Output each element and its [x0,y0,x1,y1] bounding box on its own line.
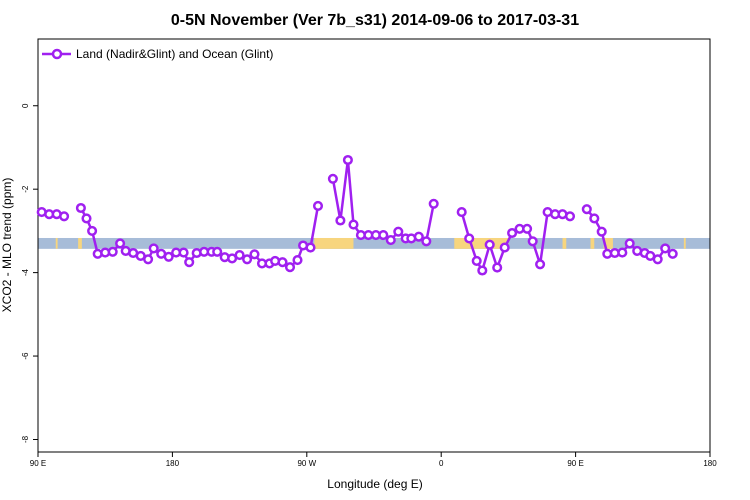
x-tick-label: 180 [703,459,717,468]
legend-marker-swatch [51,48,63,60]
data-point [378,230,389,241]
data-point [589,213,600,224]
data-point [624,238,635,249]
data-point [249,249,260,260]
data-point [471,255,482,266]
data-point [667,248,678,259]
data-point [456,207,467,218]
data-point [348,219,359,230]
data-point [581,204,592,215]
data-point [184,257,195,268]
data-point [212,246,223,257]
data-point [527,236,538,247]
data-point [617,247,628,258]
data-point [148,243,159,254]
data-point [499,242,510,253]
data-point [484,239,495,250]
land-band-segment [314,237,354,249]
legend-entry-label: Land (Nadir&Glint) and Ocean (Glint) [76,47,273,61]
data-point [327,173,338,184]
series-line [331,158,435,243]
x-tick-label: 180 [166,459,180,468]
data-point [305,242,316,253]
data-point [312,200,324,211]
land-band-segment [590,237,595,249]
land-band-segment [562,237,567,249]
data-point [652,254,663,265]
land-band-segment [78,237,82,249]
data-point [115,238,126,249]
data-point [87,225,98,236]
data-point [596,226,607,237]
plot-frame [37,38,711,453]
data-point [477,265,488,276]
y-axis: 0 -2 -4 -6 -8 [21,103,38,443]
data-point [107,246,118,257]
data-point [413,231,424,242]
data-point [234,250,245,261]
land-band-segment [683,237,686,249]
data-point [535,259,546,270]
data-point [393,226,404,237]
data-point [242,254,253,265]
data-point [385,235,396,246]
data-point [428,198,439,209]
data-point [163,251,174,262]
data-point [660,243,671,254]
data-point [143,254,154,265]
legend: Land (Nadir&Glint) and Ocean (Glint) [42,47,273,61]
y-axis-label: XCO2 - MLO trend (ppm) [0,178,14,313]
y-tick-label: -4 [21,269,30,277]
data-point [507,227,518,239]
data-point [292,255,303,266]
chart-title: 0-5N November (Ver 7b_s31) 2014-09-06 to… [171,12,579,29]
land-band-segment [603,237,613,249]
y-tick-label: 0 [21,103,30,108]
y-tick-label: -6 [21,352,30,360]
data-point [81,213,92,224]
data-point [335,215,346,226]
data-series [36,154,678,276]
data-point [464,233,475,244]
x-axis: 90 E 180 90 W 0 90 E 180 [30,452,717,468]
data-point [522,223,533,234]
x-axis-label: Longitude (deg E) [327,477,422,491]
y-tick-label: -8 [21,435,30,443]
data-point [284,262,296,273]
x-tick-label: 90 W [297,459,316,468]
data-point [492,262,503,273]
x-tick-label: 0 [439,459,444,468]
land-band-segment [454,237,509,249]
data-point [564,211,576,222]
data-point [75,202,86,214]
x-tick-label: 90 E [567,459,583,468]
x-tick-label: 90 E [30,459,46,468]
land-band-segment [55,237,58,249]
surface-band [38,237,710,249]
data-point [342,154,353,166]
data-point [59,211,70,222]
data-point [421,236,432,247]
data-point [178,247,189,258]
y-tick-label: -2 [21,185,30,193]
ocean-band [38,237,710,249]
data-point [277,257,288,268]
